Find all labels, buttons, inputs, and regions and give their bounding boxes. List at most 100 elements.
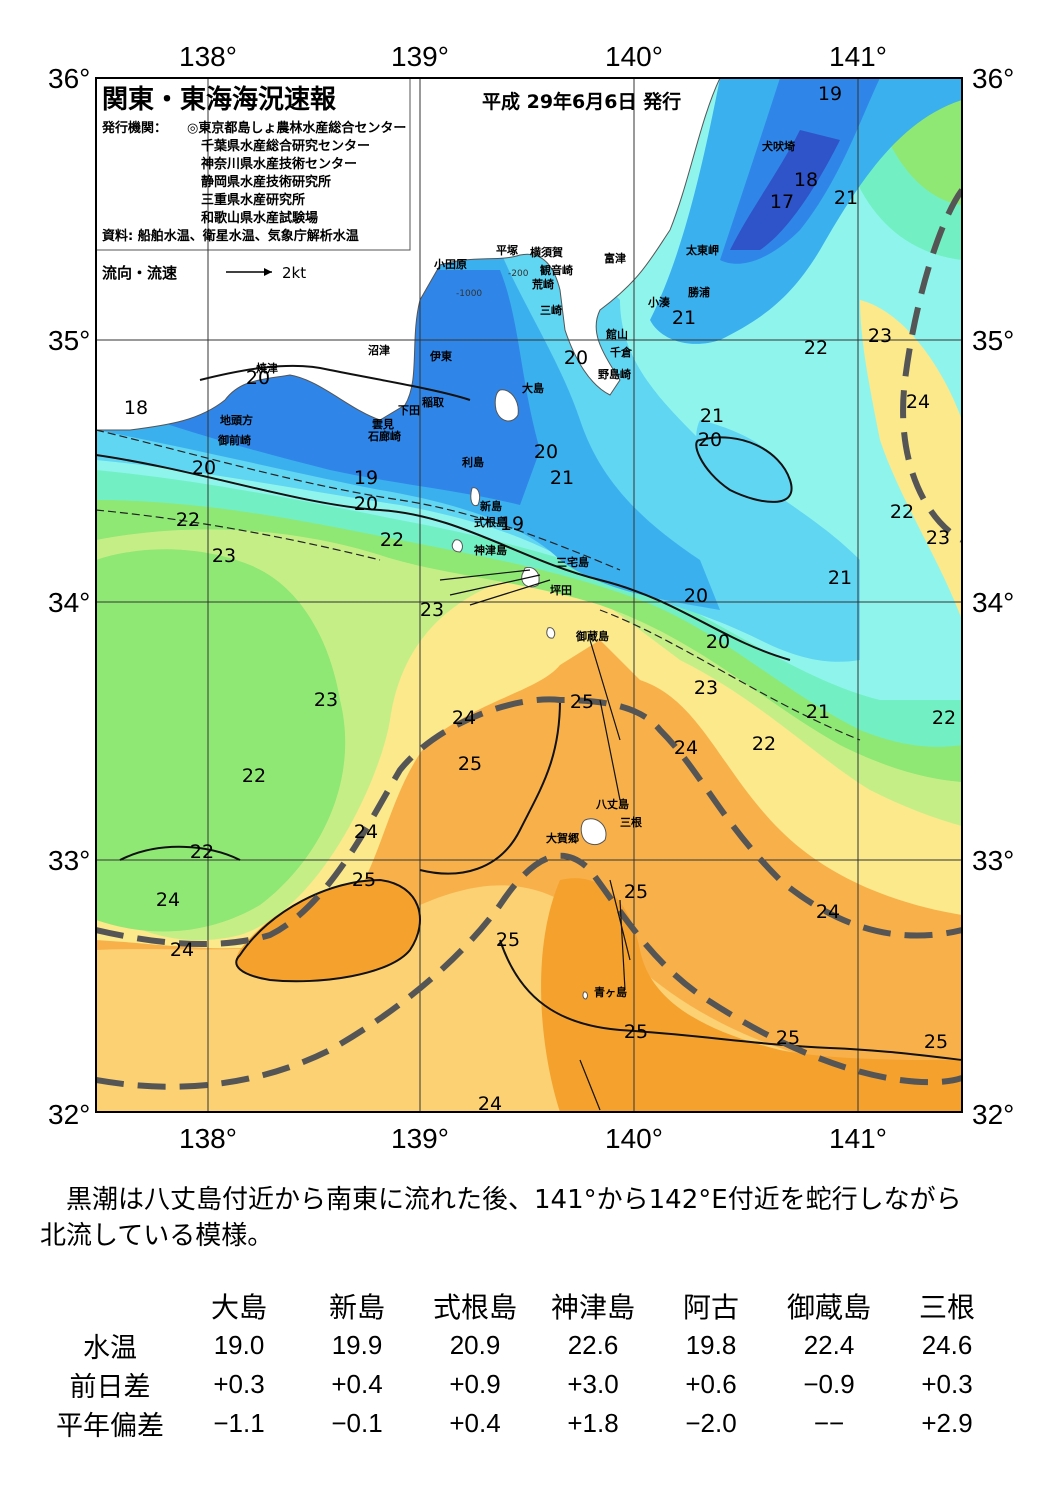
band-deep-orange-w	[236, 880, 420, 982]
place-name: 焼津	[256, 361, 278, 375]
place-name: 稲取	[422, 395, 444, 409]
table-cell: +0.3	[213, 1369, 265, 1399]
place-name: 勝浦	[688, 285, 710, 299]
legend-label: 流向・流速	[102, 264, 177, 282]
lat-label: 33°	[48, 845, 90, 876]
issuer: 三重県水産研究所	[201, 192, 305, 208]
depth-label: -1000	[456, 289, 482, 299]
place-name: 太東岬	[685, 243, 719, 257]
place-names: 犬吠埼 太東岬 勝浦 小湊 館山 千倉 野島崎 富津 観音崎 荒崎 三崎 横須賀…	[217, 139, 795, 999]
oshima-island	[494, 389, 519, 422]
temperature-label: 23	[314, 689, 338, 711]
issuer: 神奈川県水産技術センター	[201, 156, 357, 172]
current-vectors	[439, 569, 631, 1111]
table-cell: 19.9	[331, 1330, 383, 1360]
temperature-label: 20	[684, 585, 708, 607]
band-deep-orange-s	[541, 878, 962, 1112]
place-name: 御蔵島	[575, 629, 609, 643]
niijima-island	[470, 487, 481, 507]
place-name: 大賀郷	[546, 831, 579, 845]
temperature-label: 19	[354, 467, 378, 489]
land-masses	[96, 78, 721, 1000]
lat-label: 35°	[972, 325, 1014, 356]
temperature-label: 23	[868, 325, 892, 347]
temperature-label: 20	[698, 429, 722, 451]
temperature-label: 22	[380, 529, 404, 551]
temperature-label: 21	[700, 405, 724, 427]
temperature-label: 19	[818, 83, 842, 105]
table-cell: +2.9	[921, 1408, 973, 1438]
place-name: 小湊	[647, 295, 670, 309]
band-yellow-east	[860, 300, 962, 620]
temperature-label: 24	[354, 821, 378, 843]
table-header: 阿古	[682, 1291, 739, 1324]
temperature-label: 20	[564, 347, 588, 369]
table-cell: 22.4	[803, 1330, 855, 1360]
temperature-label: 23	[926, 527, 950, 549]
lat-label: 34°	[972, 587, 1014, 618]
temperature-label: 23	[212, 545, 236, 567]
depth-label: -200	[508, 269, 529, 279]
temperature-label: 20	[534, 441, 558, 463]
temperature-label: 21	[828, 567, 852, 589]
place-name: 伊東	[429, 349, 453, 363]
lon-label: 139°	[391, 1123, 449, 1154]
place-name: 石廊崎	[367, 429, 401, 443]
temperature-label: 20	[354, 493, 378, 515]
table-header-row: 大島 新島 式根島 神津島 阿古 御蔵島 三根	[40, 1286, 1006, 1326]
temperature-label: 24	[452, 707, 476, 729]
table-cell: +0.4	[449, 1408, 501, 1438]
summary-note: 黒潮は八丈島付近から南東に流れた後、141°から142°E付近を蛇行しながら 北…	[40, 1182, 1030, 1254]
place-name: 千倉	[610, 345, 633, 359]
lon-label: 138°	[179, 41, 237, 72]
issuer: 千葉県水産総合研究センター	[201, 138, 370, 154]
table-cell: +3.0	[567, 1369, 619, 1399]
table-cell: 24.6	[921, 1330, 973, 1360]
table-header: 式根島	[432, 1291, 517, 1324]
temperature-label: 22	[176, 509, 200, 531]
temperature-label: 22	[932, 707, 956, 729]
temperature-label: 24	[816, 901, 840, 923]
temperature-label: 20	[246, 367, 270, 389]
place-name: 横須賀	[530, 245, 563, 259]
place-name: 青ヶ島	[594, 985, 627, 999]
lon-label: 140°	[605, 41, 663, 72]
table-cell: −0.1	[331, 1408, 383, 1438]
lon-label: 139°	[391, 41, 449, 72]
hachijojima-island	[580, 818, 607, 846]
table-cell: 19.0	[213, 1330, 265, 1360]
place-name: 富津	[604, 251, 626, 265]
table-cell: +0.6	[685, 1369, 737, 1399]
lat-label: 32°	[48, 1099, 90, 1130]
table-header: 新島	[328, 1291, 385, 1324]
lat-label: 33°	[972, 845, 1014, 876]
temperature-label: 21	[834, 187, 858, 209]
temperature-label: 25	[570, 691, 594, 713]
place-name: 野島崎	[598, 367, 631, 381]
issuer: 静岡県水産技術研究所	[201, 174, 331, 190]
table-cell: 19.8	[685, 1330, 737, 1360]
latitude-labels-left: 36° 35° 34° 33° 32°	[48, 63, 90, 1130]
temperature-bands	[96, 78, 962, 1112]
temperature-label: 24	[906, 391, 930, 413]
temperature-labels: 19 18 17 21 21 22 23 24 20 21 20 20 21 2…	[124, 83, 956, 1115]
place-name: 犬吠埼	[762, 139, 795, 153]
mikurajima-island	[546, 627, 556, 639]
sea-temperature-map: 138° 139° 140° 141° 138° 139° 140° 141° …	[48, 41, 1014, 1154]
table-cell: +0.9	[449, 1369, 501, 1399]
table-cell: +0.4	[331, 1369, 383, 1399]
aogashima-island	[582, 991, 588, 1000]
temperature-label: 25	[458, 753, 482, 775]
place-name: 小田原	[433, 257, 467, 271]
band-green-west	[96, 549, 346, 932]
temperature-label: 24	[478, 1093, 502, 1115]
temperature-label: 17	[770, 191, 794, 213]
temperature-label: 18	[124, 397, 148, 419]
row-label: 平年偏差	[56, 1411, 164, 1442]
issuer-block: 発行機関： ◎東京都島しょ農林水産総合センター 千葉県水産総合研究センター 神奈…	[101, 120, 406, 244]
temperature-label: 22	[190, 841, 214, 863]
table-header: 三根	[918, 1291, 975, 1324]
table-cell: +1.8	[567, 1408, 619, 1438]
place-name: 式根島	[474, 515, 507, 529]
place-name: 下田	[398, 404, 420, 417]
